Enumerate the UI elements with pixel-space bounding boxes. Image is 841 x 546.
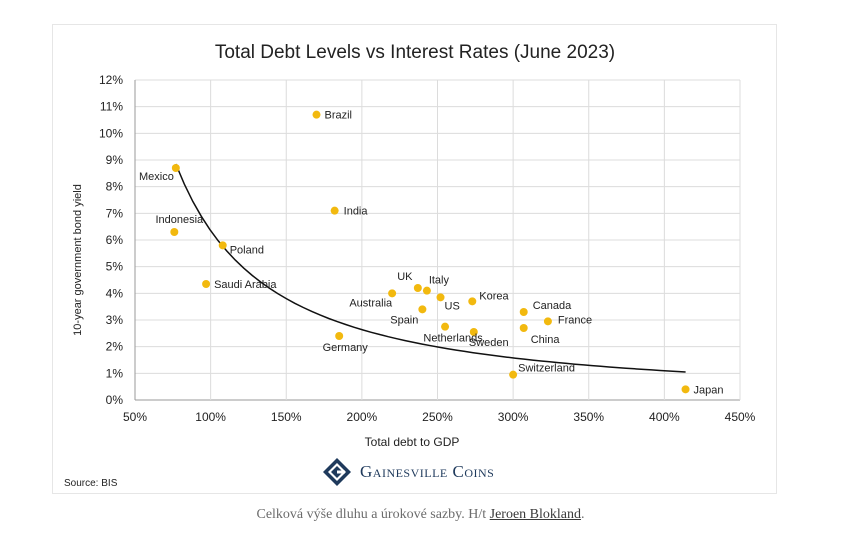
x-axis-ticks: 50% 100% 150% 200% 250% 300% 350% 400% 450%: [123, 410, 756, 424]
y-tick-label: 3%: [106, 313, 124, 327]
point-label: Italy: [429, 275, 450, 287]
x-tick-label: 250%: [422, 410, 453, 424]
y-axis-ticks: 0% 1% 2% 3% 4% 5% 6% 7% 8% 9% 10% 11% 12%: [99, 73, 123, 407]
y-tick-label: 12%: [99, 73, 123, 87]
point-label: Canada: [533, 300, 572, 312]
y-tick-label: 10%: [99, 126, 123, 140]
y-tick-label: 11%: [100, 100, 123, 114]
data-point: [519, 308, 528, 316]
caption-text: Celková výše dluhu a úrokové sazby. H/t: [256, 507, 490, 522]
data-point: [422, 286, 431, 295]
data-point: [170, 228, 179, 236]
data-point: [681, 385, 690, 394]
data-points: [170, 110, 690, 394]
y-tick-label: 9%: [106, 153, 124, 167]
x-tick-label: 200%: [347, 410, 378, 424]
x-tick-label: 100%: [195, 410, 226, 424]
x-tick-label: 400%: [649, 410, 680, 424]
brand-logo: Gainesville Coins: [322, 457, 494, 487]
data-point: [469, 328, 478, 336]
y-tick-label: 8%: [106, 180, 124, 194]
point-label: Indonesia: [155, 214, 204, 226]
data-point: [202, 280, 211, 288]
point-label: China: [531, 334, 561, 346]
caption: Celková výše dluhu a úrokové sazby. H/t …: [0, 507, 841, 523]
point-label: Germany: [323, 342, 369, 354]
point-label: Sweden: [469, 337, 509, 349]
data-point: [335, 332, 344, 340]
point-label: Mexico: [139, 171, 174, 183]
grid-lines: [134, 79, 741, 401]
point-label: Netherlands: [423, 333, 483, 345]
y-tick-label: 6%: [106, 233, 124, 247]
y-tick-label: 1%: [106, 366, 124, 380]
data-point: [436, 293, 445, 302]
data-point: [543, 317, 552, 326]
data-point: [330, 206, 339, 215]
point-label: Korea: [479, 290, 509, 302]
point-label: Saudi Arabia: [214, 279, 277, 291]
caption-link[interactable]: Jeroen Blokland: [489, 507, 582, 522]
brand-icon: [323, 458, 351, 486]
point-label: US: [445, 300, 460, 312]
caption-end: .: [581, 507, 585, 522]
point-label: UK: [397, 271, 413, 283]
data-point: [441, 322, 450, 331]
x-tick-label: 350%: [573, 410, 604, 424]
point-label: Japan: [694, 384, 724, 396]
data-point: [418, 305, 427, 314]
x-tick-label: 50%: [123, 410, 147, 424]
x-tick-label: 300%: [498, 410, 529, 424]
brand-name: Gainesville Coins: [360, 462, 495, 481]
y-tick-label: 5%: [106, 260, 124, 274]
point-label: India: [344, 206, 369, 218]
data-point: [519, 324, 528, 332]
y-tick-label: 7%: [106, 206, 124, 220]
data-point: [312, 110, 321, 119]
x-tick-label: 450%: [725, 410, 756, 424]
source-note: Source: BIS: [64, 478, 118, 489]
data-point: [413, 284, 422, 292]
y-tick-label: 2%: [106, 340, 124, 354]
chart-card: [52, 24, 777, 494]
data-point: [388, 289, 397, 298]
point-label: Australia: [349, 297, 393, 309]
x-tick-label: 150%: [271, 410, 302, 424]
trendline: [175, 163, 686, 373]
data-point: [509, 370, 518, 379]
point-label: France: [558, 314, 592, 326]
x-axis-label: Total debt to GDP: [365, 435, 460, 449]
point-label: Brazil: [325, 110, 353, 122]
y-tick-label: 0%: [106, 393, 124, 407]
chart-title: Total Debt Levels vs Interest Rates (Jun…: [215, 42, 615, 63]
y-tick-label: 4%: [106, 286, 124, 300]
point-labels: Brazil Mexico India Indonesia Poland Saudi Ar…: [139, 110, 724, 397]
y-axis-label: 10-year government bond yield: [72, 184, 84, 336]
data-point: [218, 241, 227, 250]
data-point: [468, 297, 477, 306]
point-label: Poland: [230, 244, 264, 256]
point-label: Switzerland: [518, 363, 575, 375]
point-label: Spain: [390, 314, 418, 326]
data-point: [171, 164, 180, 172]
